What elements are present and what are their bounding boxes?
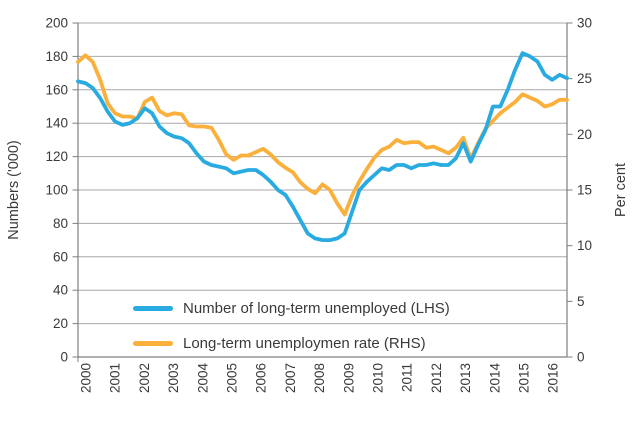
x-tick-label: 2002 <box>137 363 152 393</box>
legend-swatch-orange-line <box>133 340 173 346</box>
x-tick-label: 2010 <box>371 363 386 393</box>
x-tick-label: 2016 <box>546 363 561 393</box>
right-tick-label: 30 <box>577 16 592 31</box>
left-tick-label: 20 <box>53 316 68 331</box>
legend-label: Number of long-term unemployed (LHS) <box>183 299 450 317</box>
series-line-long-term-unemployed <box>76 51 569 243</box>
right-tick-label: 15 <box>577 183 592 198</box>
x-tick-label: 2005 <box>225 363 240 393</box>
left-axis-title: Numbers ('000) <box>6 140 22 240</box>
legend-label: Long-term unemploymen rate (RHS) <box>183 334 426 352</box>
series-line-unemployment-rate <box>76 53 569 217</box>
left-tick-label: 200 <box>45 16 68 31</box>
left-tick-label: 120 <box>45 149 68 164</box>
right-tick-label: 5 <box>577 294 585 309</box>
x-tick-label: 2013 <box>458 363 473 393</box>
x-tick-label: 2015 <box>517 363 532 393</box>
x-tick-label: 2008 <box>312 363 327 393</box>
x-tick-label: 2004 <box>195 363 210 394</box>
legend-item-unemployed-number: Number of long-term unemployed (LHS) <box>133 296 450 320</box>
right-tick-label: 20 <box>577 127 592 142</box>
left-tick-label: 0 <box>60 350 68 365</box>
left-tick-label: 80 <box>53 216 68 231</box>
x-tick-label: 2012 <box>429 363 444 393</box>
right-tick-label: 0 <box>577 350 585 365</box>
x-tick-label: 2007 <box>283 363 298 393</box>
x-tick-label: 2009 <box>341 363 356 393</box>
x-tick-label: 2001 <box>108 363 123 393</box>
left-tick-label: 160 <box>45 82 68 97</box>
right-axis-title: Per cent <box>613 163 629 217</box>
legend-item-unemployment-rate: Long-term unemploymen rate (RHS) <box>133 331 450 355</box>
right-tick-label: 25 <box>577 71 592 86</box>
left-tick-label: 140 <box>45 116 68 131</box>
x-tick-label: 2003 <box>166 363 181 393</box>
left-tick-label: 180 <box>45 49 68 64</box>
left-tick-label: 40 <box>53 283 68 298</box>
x-tick-label: 2011 <box>400 363 415 392</box>
x-tick-label: 2006 <box>254 363 269 393</box>
right-tick-label: 10 <box>577 238 592 253</box>
x-tick-label: 2014 <box>487 363 502 394</box>
legend-swatch-blue-line <box>133 305 173 311</box>
legend: Number of long-term unemployed (LHS) Lon… <box>133 296 450 355</box>
x-tick-label: 2000 <box>79 363 94 393</box>
left-tick-label: 100 <box>45 183 68 198</box>
left-tick-label: 60 <box>53 249 68 264</box>
